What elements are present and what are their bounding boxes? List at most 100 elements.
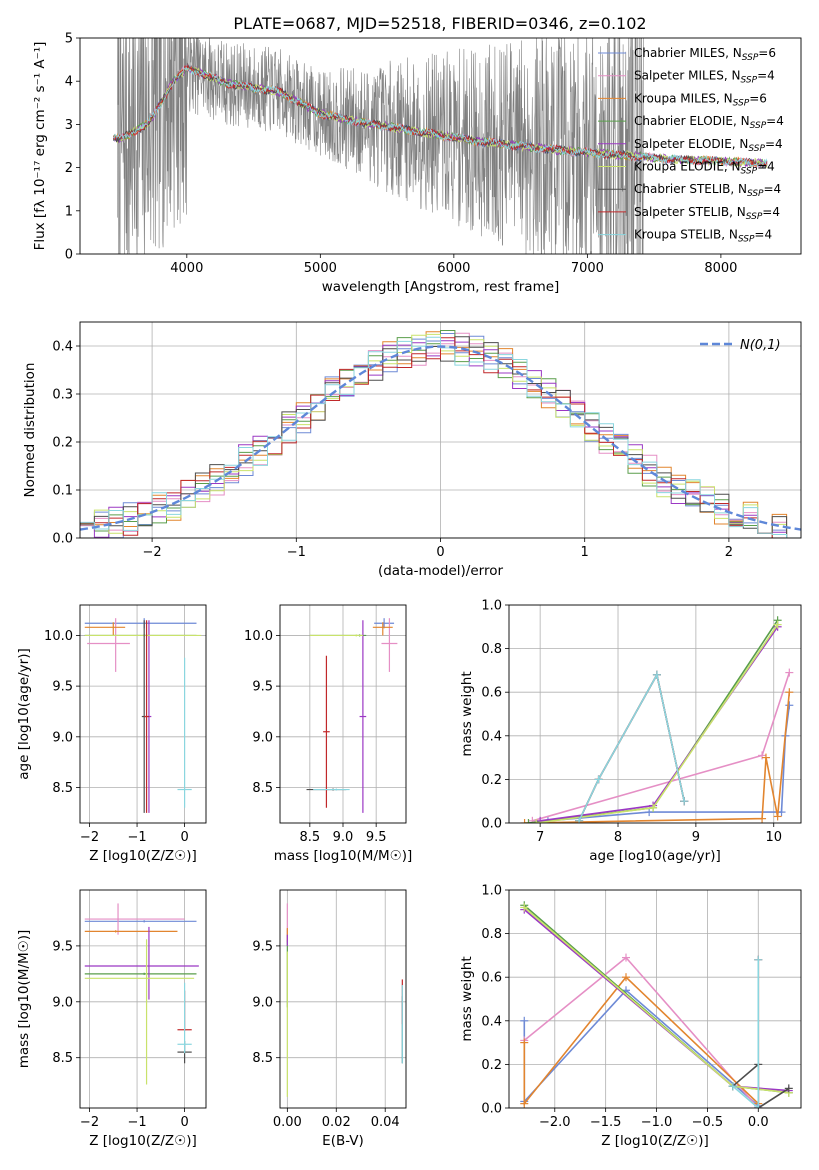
tick-label-y: 9.0 — [52, 730, 73, 745]
normal-reference-curve — [80, 345, 801, 531]
weight-series-line — [528, 619, 779, 823]
legend-subscript: SSP — [733, 98, 750, 108]
model-spectrum-line — [113, 66, 768, 168]
tick-label-x: 0.00 — [273, 1115, 302, 1130]
weight-series-line — [732, 959, 760, 1108]
tick-label-x: 9.5 — [366, 830, 387, 845]
legend-tail: =6 — [749, 91, 767, 105]
legend-subscript: SSP — [750, 121, 767, 131]
tick-label-y: 0 — [65, 248, 73, 263]
axes-frame — [279, 889, 407, 1109]
legend-subscript: SSP — [742, 53, 759, 63]
tick-label-y: 0.8 — [481, 927, 502, 942]
tick-label-x: 7000 — [571, 261, 604, 276]
axes-frame — [508, 889, 802, 1109]
tick-label-y: 2 — [65, 161, 73, 176]
weight-series-line — [539, 626, 779, 822]
tick-label-y: 0.4 — [481, 729, 502, 744]
legend-subscript: SSP — [748, 144, 765, 154]
weight-series-line — [536, 624, 779, 823]
legend-entry: Chabrier STELIB, NSSP=4 — [634, 182, 781, 199]
legend-tail: =4 — [765, 137, 783, 151]
axes-frame — [79, 321, 802, 539]
tick-label-y: 0.2 — [52, 436, 73, 451]
tick-label-y: 0.0 — [481, 817, 502, 832]
tick-label-x: −2 — [143, 545, 162, 560]
axes-frame — [508, 604, 802, 824]
legend-entry: N(0,1) — [740, 338, 781, 353]
panel-age_vs_mass: 8.5 9.0 9.5 8.5 9.0 9.5 10.0 mass [log10(M/M☉)] — [244, 604, 413, 864]
tick-label-x: −2 — [80, 1115, 99, 1130]
axes-frame — [79, 37, 802, 255]
x-axis-label: Z [log10(Z/Z☉)] — [601, 1133, 709, 1149]
tick-label-x: 9.0 — [333, 830, 354, 845]
legend-entry: Kroupa STELIB, NSSP=4 — [634, 228, 772, 245]
tick-label-x: −1 — [287, 545, 306, 560]
legend-subscript: SSP — [738, 235, 755, 245]
tick-label-x: 1 — [581, 545, 589, 560]
tick-label-y: 9.0 — [252, 995, 273, 1010]
residual-histogram — [80, 336, 801, 538]
x-axis-label: mass [log10(M/M☉)] — [274, 848, 413, 864]
legend-entry: Salpeter STELIB, NSSP=4 — [634, 205, 780, 222]
weight-series-line — [578, 672, 685, 822]
legend-subscript: SSP — [747, 189, 764, 199]
tick-label-y: 0.0 — [52, 532, 73, 547]
tick-label-x: 9 — [692, 830, 700, 845]
plot-area — [509, 890, 801, 1108]
tick-label-x: −1 — [127, 1115, 146, 1130]
legend-tail: =4 — [754, 228, 772, 242]
legend-tail: =4 — [757, 160, 775, 174]
tick-label-y: 9.5 — [252, 680, 273, 695]
tick-label-x: 10 — [765, 830, 782, 845]
figure-title: PLATE=0687, MJD=52518, FIBERID=0346, z=0… — [233, 14, 646, 33]
y-axis-label: age [log10(age/yr)] — [16, 648, 32, 780]
data-spectrum-line — [117, 38, 644, 254]
plot-area — [509, 605, 801, 823]
tick-label-y: 8.5 — [52, 781, 73, 796]
y-axis-label: Flux [fλ 10⁻¹⁷ erg cm⁻² s⁻¹ A⁻¹] — [32, 42, 48, 251]
legend-tail: =4 — [757, 69, 775, 83]
tick-label-x: 0 — [436, 545, 444, 560]
y-axis-label: mass weight — [459, 671, 475, 756]
tick-label-x: 7 — [536, 830, 544, 845]
tick-label-y: 0.6 — [481, 971, 502, 986]
tick-label-x: 2 — [725, 545, 733, 560]
x-axis-label: Z [log10(Z/Z☉)] — [89, 1133, 197, 1149]
legend-entry: Chabrier ELODIE, NSSP=4 — [634, 114, 784, 131]
tick-label-y: 0.8 — [481, 642, 502, 657]
weight-series-line — [578, 672, 685, 822]
legend-entry: Salpeter MILES, NSSP=4 — [634, 69, 775, 86]
panel-mass_vs_Z: −2 −1 0 8.5 9.0 9.5 Z [log10(Z/Z☉)] mass [log10… — [16, 889, 207, 1149]
plot-area — [80, 605, 206, 823]
legend-subscript: SSP — [741, 167, 758, 177]
tick-label-x: 0.04 — [371, 1115, 400, 1130]
tick-label-y: 9.5 — [252, 939, 273, 954]
axes-frame — [279, 604, 407, 824]
tick-label-y: 5 — [65, 32, 73, 47]
tick-label-y: 3 — [65, 118, 73, 133]
legend-subscript: SSP — [746, 212, 763, 222]
tick-label-y: 0.4 — [52, 340, 73, 355]
panel-weight_vs_Z: −2.0 −1.5 −1.0 −0.5 0.0 0.0 0.2 0.4 0.6 0.8 1.0 Z [… — [459, 884, 802, 1149]
legend-entry: Salpeter ELODIE, NSSP=4 — [634, 137, 783, 154]
tick-label-y: 1.0 — [481, 599, 502, 614]
legend-entry: Chabrier MILES, NSSP=6 — [634, 46, 776, 63]
tick-label-y: 8.5 — [252, 1051, 273, 1066]
x-axis-label: (data-model)/error — [378, 563, 504, 579]
legend-entry: Kroupa ELODIE, NSSP=4 — [634, 160, 775, 177]
tick-label-x: 0.0 — [748, 1115, 769, 1130]
plot-area — [280, 605, 406, 823]
tick-label-x: −2.0 — [539, 1115, 571, 1130]
panel-mass_vs_EBV: 0.00 0.02 0.04 8.5 9.0 9.5 E(B-V) — [252, 889, 407, 1149]
tick-label-x: −2 — [80, 830, 99, 845]
tick-label-x: −1.0 — [641, 1115, 673, 1130]
tick-label-y: 0.2 — [481, 1058, 502, 1073]
weight-series-line — [523, 956, 759, 1108]
tick-label-y: 0.3 — [52, 388, 73, 403]
panel-residuals: −2 −1 0 1 2 0.0 0.1 0.2 0.3 0.4 (data-model)/error… — [22, 321, 802, 579]
residual-histogram — [80, 337, 801, 538]
tick-label-y: 0.4 — [481, 1014, 502, 1029]
weight-series-line — [578, 672, 685, 822]
weight-series-line — [523, 976, 759, 1106]
